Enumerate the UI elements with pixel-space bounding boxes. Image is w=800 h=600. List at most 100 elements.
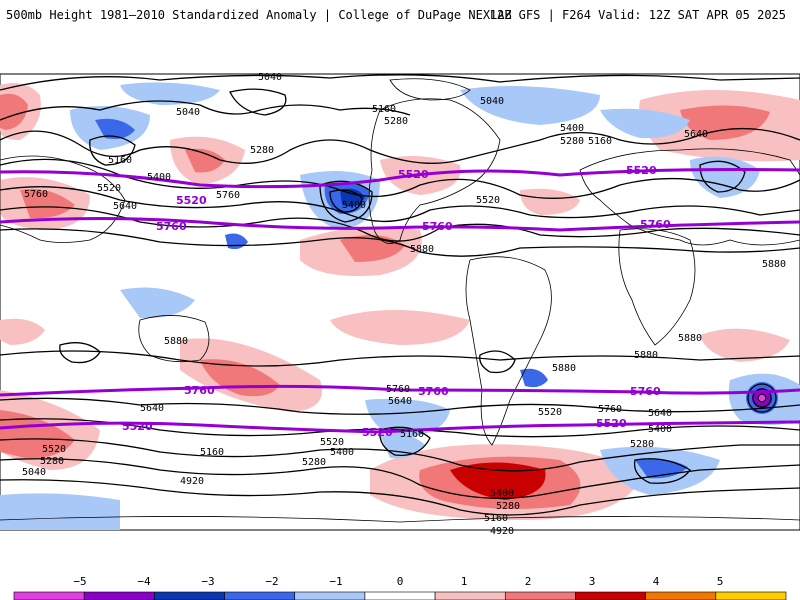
negative-anomaly-region	[120, 287, 195, 319]
positive-anomaly-region	[680, 105, 770, 140]
contour-label: 5760	[216, 190, 240, 201]
contour-line	[0, 100, 411, 121]
coastlines	[0, 78, 800, 523]
color-scale-tick-label: 2	[525, 575, 532, 588]
contour-label: 4920	[490, 526, 514, 537]
contour-label: 5040	[258, 72, 282, 83]
contour-label: 5160	[372, 104, 396, 115]
positive-anomaly-region	[700, 328, 790, 362]
negative-anomaly-region	[600, 108, 690, 139]
color-scale-tick-label: −5	[73, 575, 86, 588]
color-scale-segment	[154, 591, 225, 600]
color-scale-segments	[13, 591, 787, 600]
contour-label: 5880	[552, 363, 576, 374]
reference-contour	[0, 217, 800, 232]
contour-label: 5280	[496, 501, 520, 512]
header: 500mb Height 1981–2010 Standardized Anom…	[0, 0, 800, 30]
contour-label: 5400	[560, 123, 584, 134]
contour-line	[0, 127, 800, 164]
contour-label: 5760	[24, 189, 48, 200]
contour-closed-low	[319, 180, 373, 223]
color-scale-segment	[294, 591, 366, 600]
reference-label: 5520	[626, 164, 657, 177]
contour-closed-low	[633, 458, 691, 484]
contour-line	[0, 206, 800, 242]
contour-label: 5160	[400, 429, 424, 440]
contour-label: 5040	[22, 467, 46, 478]
positive-anomaly-region	[330, 310, 470, 345]
negative-anomaly-region	[520, 368, 548, 388]
reference-label: 5520	[596, 417, 627, 430]
reference-label: 5760	[418, 385, 449, 398]
reference-contours	[0, 168, 800, 434]
negative-anomaly-region	[95, 118, 135, 139]
coastline-eurasia	[579, 148, 800, 246]
contour-label: 5160	[108, 155, 132, 166]
contour-closed-high	[479, 350, 516, 374]
coastline-australia	[138, 315, 210, 363]
color-scale-segment	[434, 591, 506, 600]
color-scale-tick-label: −1	[329, 575, 342, 588]
contour-label: 5520	[476, 195, 500, 206]
positive-anomaly-region	[0, 93, 28, 130]
map: 5040 5040 5040 5160 5160 5280 5280 5400 …	[0, 72, 800, 537]
reference-label: 5760	[156, 220, 187, 233]
contour-label: 5280	[302, 457, 326, 468]
height-contours	[0, 74, 800, 516]
reference-label: 5520	[122, 420, 153, 433]
contour-label: 5400	[648, 424, 672, 435]
contour-label: 5760	[386, 384, 410, 395]
contour-closed-low	[747, 383, 777, 413]
negative-anomaly-region	[460, 86, 600, 125]
contour-line	[0, 418, 800, 438]
contour-label: 5160	[588, 136, 612, 147]
contour-label: 5160	[200, 447, 224, 458]
positive-anomaly-region	[20, 189, 75, 219]
coastline-south-america	[465, 256, 552, 446]
reference-contour	[0, 168, 800, 189]
color-scale-tick-label: 1	[461, 575, 468, 588]
coastline-north-america	[368, 98, 501, 244]
color-scale-ticks: −5 −4 −3 −2 −1 0 1 2 3 4 5	[73, 575, 723, 588]
positive-anomaly-region	[520, 188, 580, 215]
contour-label: 5520	[42, 444, 66, 455]
contour-label: 5400	[330, 447, 354, 458]
anomaly-shading	[0, 82, 800, 530]
map-title: 500mb Height 1981–2010 Standardized Anom…	[6, 8, 512, 22]
negative-anomaly-region	[120, 82, 220, 105]
color-scale: −5 −4 −3 −2 −1 0 1 2 3 4 5	[13, 575, 787, 600]
contour-line	[0, 397, 800, 415]
contour-label: 5040	[480, 96, 504, 107]
contour-label: 5760	[598, 404, 622, 415]
contour-label: 5640	[140, 403, 164, 414]
contour-label: 5880	[678, 333, 702, 344]
positive-anomaly-region	[0, 410, 75, 459]
color-scale-tick-label: −3	[201, 575, 214, 588]
color-scale-tick-label: 4	[653, 575, 660, 588]
reference-labels: 5520 5520 5520 5520 5760 5760 5760 5760 …	[122, 164, 671, 439]
contour-line	[0, 438, 800, 472]
reference-label: 5520	[398, 168, 429, 181]
contour-label: 5640	[113, 201, 137, 212]
contour-closed-low	[229, 88, 287, 116]
contour-closed-low	[752, 388, 772, 408]
contour-label: 5400	[147, 172, 171, 183]
reference-label: 5760	[422, 220, 453, 233]
contour-label: 5880	[164, 336, 188, 347]
contour-label: 5280	[560, 136, 584, 147]
contour-line	[0, 350, 800, 367]
contour-label: 5160	[484, 513, 508, 524]
color-scale-segment	[575, 591, 646, 600]
contour-label: 5880	[410, 244, 434, 255]
contour-label: 5880	[762, 259, 786, 270]
negative-anomaly-region	[0, 493, 120, 530]
color-scale-segment	[504, 591, 576, 600]
contour-label: 5520	[320, 437, 344, 448]
contour-label: 5520	[538, 407, 562, 418]
reference-contour	[0, 384, 800, 397]
color-scale-tick-label: 3	[589, 575, 596, 588]
color-scale-segment	[364, 591, 436, 600]
contour-label: 5640	[388, 396, 412, 407]
color-scale-segment	[13, 591, 85, 600]
contour-label: 5280	[384, 116, 408, 127]
